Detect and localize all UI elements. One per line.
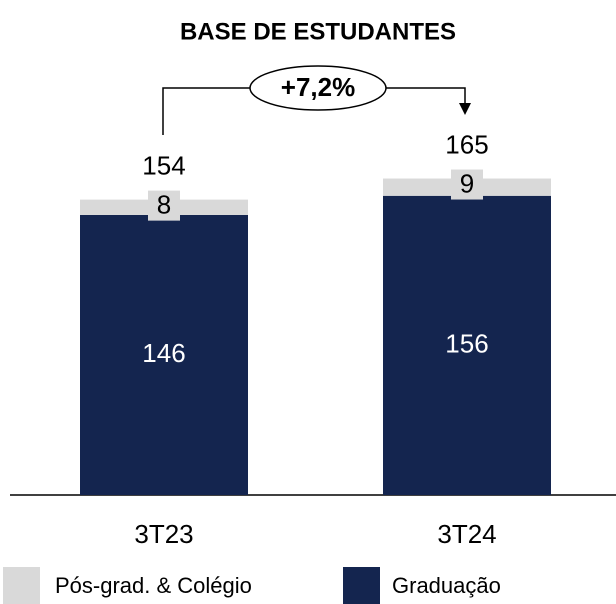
annotation-bubble — [249, 65, 387, 111]
legend-swatch — [343, 567, 380, 604]
bar-segment — [383, 195, 551, 496]
legend-label: Graduação — [392, 573, 501, 598]
value-label: 146 — [142, 338, 185, 368]
annotation-text: +7,2% — [281, 72, 355, 102]
annotation-line — [386, 87, 466, 104]
value-label: 9 — [460, 168, 474, 198]
value-label-bg — [148, 190, 180, 221]
bar-segment — [80, 214, 248, 496]
annotation-arrow — [459, 103, 471, 115]
chart-title: BASE DE ESTUDANTES — [180, 18, 456, 45]
legend-label: Pós-grad. & Colégio — [55, 573, 252, 598]
value-label: 156 — [445, 328, 488, 358]
total-label: 165 — [445, 129, 488, 159]
value-label-bg — [451, 169, 483, 200]
legend-swatch — [3, 567, 40, 604]
total-label: 154 — [142, 151, 185, 181]
value-label: 8 — [157, 190, 171, 220]
annotation-line — [162, 87, 250, 135]
x-tick-label: 3T23 — [134, 519, 193, 549]
x-tick-label: 3T24 — [437, 519, 496, 549]
